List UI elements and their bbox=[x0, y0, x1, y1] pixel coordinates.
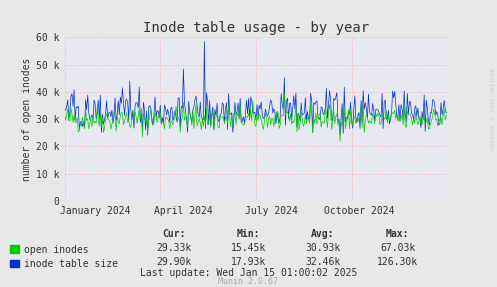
Text: 67.03k: 67.03k bbox=[380, 243, 415, 253]
Text: 30.93k: 30.93k bbox=[306, 243, 340, 253]
Text: 15.45k: 15.45k bbox=[231, 243, 266, 253]
Text: 17.93k: 17.93k bbox=[231, 257, 266, 267]
Bar bbox=[10, 245, 19, 253]
Text: Last update: Wed Jan 15 01:00:02 2025: Last update: Wed Jan 15 01:00:02 2025 bbox=[140, 268, 357, 278]
Text: RRDTOOL / TOBI OETIKER: RRDTOOL / TOBI OETIKER bbox=[491, 68, 496, 150]
Text: Avg:: Avg: bbox=[311, 229, 335, 239]
Text: Munin 2.0.67: Munin 2.0.67 bbox=[219, 277, 278, 286]
Text: open inodes: open inodes bbox=[24, 245, 88, 255]
Text: 29.33k: 29.33k bbox=[157, 243, 191, 253]
Text: 29.90k: 29.90k bbox=[157, 257, 191, 267]
Bar bbox=[10, 260, 19, 267]
Text: 126.30k: 126.30k bbox=[377, 257, 418, 267]
Text: 32.46k: 32.46k bbox=[306, 257, 340, 267]
Text: Cur:: Cur: bbox=[162, 229, 186, 239]
Text: Max:: Max: bbox=[386, 229, 410, 239]
Text: Min:: Min: bbox=[237, 229, 260, 239]
Title: Inode table usage - by year: Inode table usage - by year bbox=[143, 21, 369, 35]
Y-axis label: number of open inodes: number of open inodes bbox=[22, 57, 32, 181]
Text: inode table size: inode table size bbox=[24, 259, 118, 269]
